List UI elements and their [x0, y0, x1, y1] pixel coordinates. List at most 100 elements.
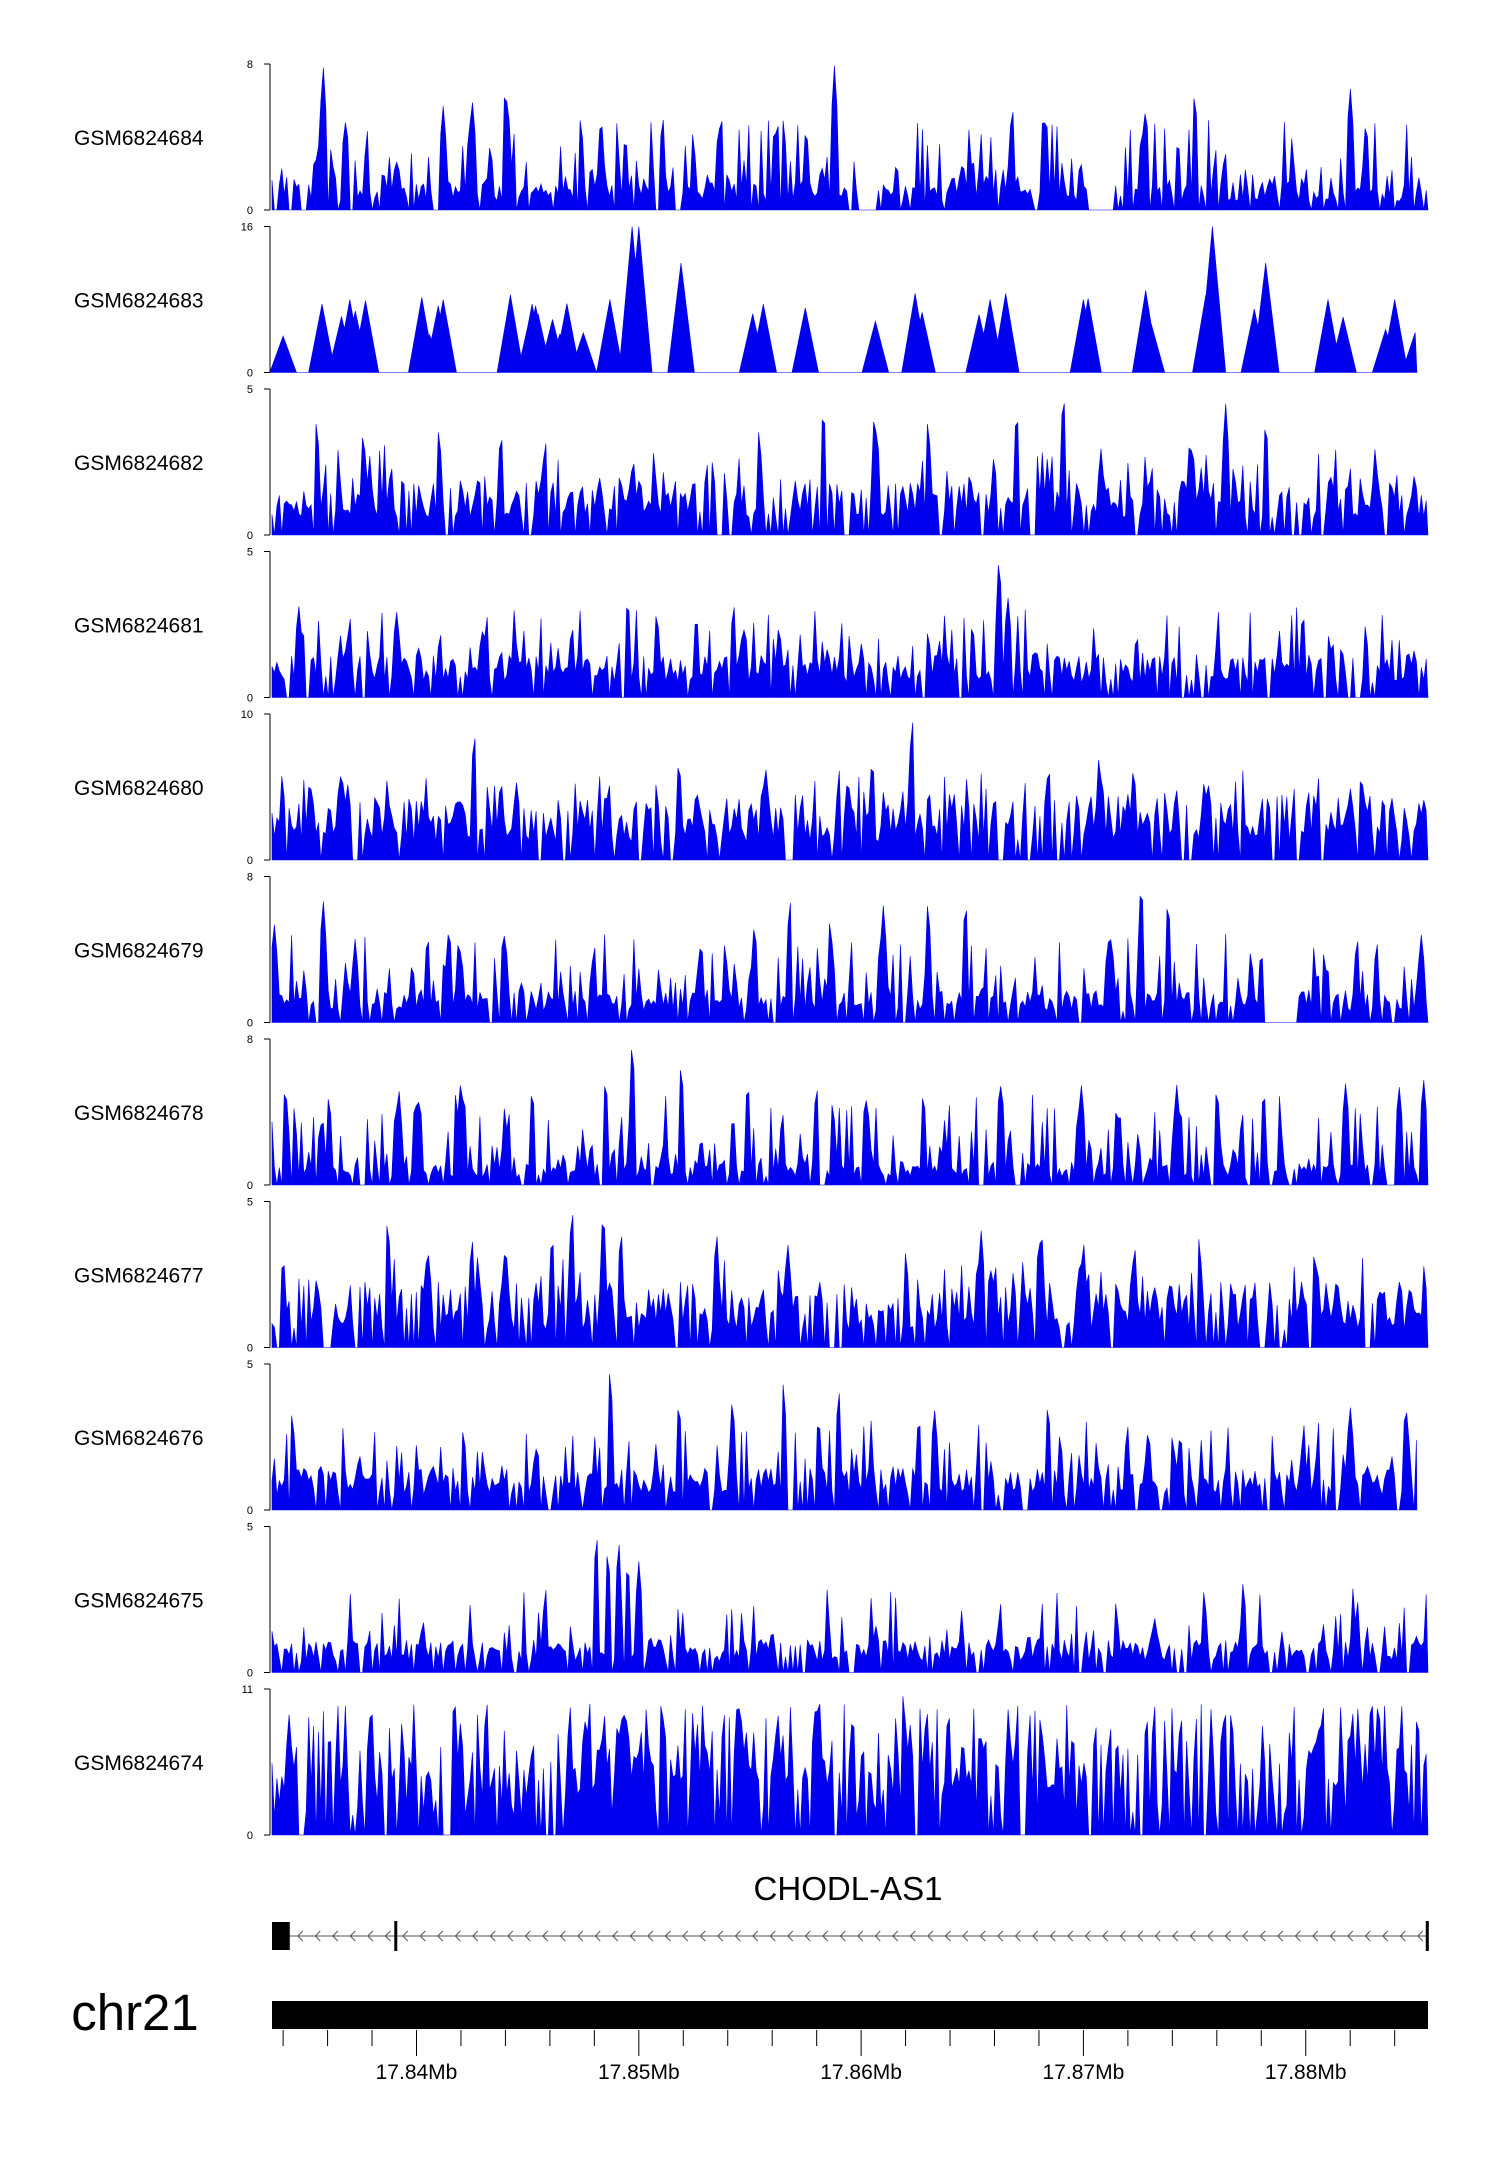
- gene-exon: [394, 1921, 398, 1951]
- strand-chevron: [699, 1930, 706, 1942]
- strand-chevron: [874, 1930, 881, 1942]
- gene-exon: [272, 1922, 290, 1950]
- strand-chevron: [1277, 1930, 1284, 1942]
- coverage-track: GSM6824681 5 0: [74, 547, 1429, 705]
- y-max-label: 5: [247, 1359, 253, 1371]
- strand-chevron: [402, 1930, 409, 1942]
- strand-chevron: [367, 1930, 374, 1942]
- y-max-label: 5: [247, 547, 253, 559]
- coverage-track: GSM6824677 5 0: [74, 1197, 1429, 1355]
- y-min-label: 0: [247, 1343, 253, 1355]
- strand-chevron: [332, 1930, 339, 1942]
- strand-chevron: [979, 1930, 986, 1942]
- strand-chevron: [647, 1930, 654, 1942]
- gene-exon: [1425, 1921, 1429, 1951]
- genomic-axis: 17.84Mb 17.85Mb 17.86Mb 17.87Mb 17.88Mb: [282, 2030, 1396, 2084]
- strand-chevron: [1417, 1930, 1424, 1942]
- axis-tick-label: 17.88Mb: [1265, 2061, 1347, 2084]
- strand-chevron: [1172, 1930, 1179, 1942]
- chromosome-track: chr21: [71, 1984, 1428, 2041]
- coverage-track: GSM6824674 11 0: [74, 1684, 1429, 1842]
- coverage-track: GSM6824683 16 0: [74, 222, 1418, 380]
- axis-tick-label: 17.86Mb: [820, 2061, 902, 2084]
- coverage-area: [271, 403, 1429, 536]
- strand-chevron: [892, 1930, 899, 1942]
- strand-chevron: [734, 1930, 741, 1942]
- strand-chevron: [1049, 1930, 1056, 1942]
- strand-chevron: [1242, 1930, 1249, 1942]
- coverage-track: GSM6824682 5 0: [74, 384, 1429, 542]
- track-label: GSM6824681: [74, 615, 204, 638]
- y-min-label: 0: [247, 368, 253, 380]
- strand-chevron: [437, 1930, 444, 1942]
- chromosome-label: chr21: [71, 1984, 199, 2041]
- chromosome-bar: [272, 2001, 1428, 2029]
- strand-chevron: [1207, 1930, 1214, 1942]
- y-max-label: 11: [242, 1684, 253, 1696]
- y-max-label: 16: [241, 222, 253, 234]
- coverage-area: [271, 895, 1429, 1023]
- strand-chevron: [1102, 1930, 1109, 1942]
- strand-chevron: [1137, 1930, 1144, 1942]
- strand-chevron: [297, 1930, 304, 1942]
- coverage-track: GSM6824679 8 0: [74, 872, 1429, 1030]
- strand-chevron: [1329, 1930, 1336, 1942]
- y-min-label: 0: [247, 855, 253, 867]
- strand-chevron: [1189, 1930, 1196, 1942]
- strand-chevron: [839, 1930, 846, 1942]
- y-min-label: 0: [247, 1668, 253, 1680]
- coverage-area: [271, 1215, 1429, 1348]
- y-min-label: 0: [247, 530, 253, 542]
- strand-chevron: [594, 1930, 601, 1942]
- y-max-label: 5: [247, 384, 253, 396]
- gene-name-label: CHODL-AS1: [754, 1870, 943, 1907]
- y-max-label: 8: [247, 872, 253, 884]
- strand-chevron: [1084, 1930, 1091, 1942]
- strand-chevron: [717, 1930, 724, 1942]
- coverage-area: [271, 1540, 1429, 1673]
- track-label: GSM6824680: [74, 777, 204, 800]
- strand-chevron: [559, 1930, 566, 1942]
- strand-chevron: [472, 1930, 479, 1942]
- track-label: GSM6824676: [74, 1427, 204, 1450]
- strand-chevron: [1224, 1930, 1231, 1942]
- coverage-track: GSM6824676 5 0: [74, 1359, 1418, 1517]
- strand-chevron: [822, 1930, 829, 1942]
- strand-chevron: [612, 1930, 619, 1942]
- coverage-track: GSM6824675 5 0: [74, 1522, 1429, 1680]
- axis-tick-label: 17.87Mb: [1043, 2061, 1125, 2084]
- track-label: GSM6824675: [74, 1590, 204, 1613]
- strand-chevron: [1364, 1930, 1371, 1942]
- strand-chevron: [682, 1930, 689, 1942]
- y-max-label: 5: [247, 1522, 253, 1534]
- coverage-track: GSM6824684 8 0: [74, 59, 1429, 217]
- y-min-label: 0: [247, 1505, 253, 1517]
- strand-chevron: [664, 1930, 671, 1942]
- y-min-label: 0: [247, 1830, 253, 1842]
- strand-chevron: [1067, 1930, 1074, 1942]
- y-max-label: 8: [247, 59, 253, 71]
- strand-chevron: [1154, 1930, 1161, 1942]
- strand-chevron: [787, 1930, 794, 1942]
- y-max-label: 10: [241, 709, 253, 721]
- strand-chevron: [542, 1930, 549, 1942]
- strand-chevron: [1014, 1930, 1021, 1942]
- coverage-track: GSM6824680 10 0: [74, 709, 1429, 867]
- axis-tick-label: 17.85Mb: [598, 2061, 680, 2084]
- y-min-label: 0: [247, 1180, 253, 1192]
- strand-chevron: [804, 1930, 811, 1942]
- strand-chevron: [1399, 1930, 1406, 1942]
- strand-chevron: [857, 1930, 864, 1942]
- strand-chevron: [629, 1930, 636, 1942]
- strand-chevron: [909, 1930, 916, 1942]
- track-label: GSM6824679: [74, 940, 204, 963]
- strand-chevron: [1382, 1930, 1389, 1942]
- track-label: GSM6824678: [74, 1102, 204, 1125]
- strand-chevron: [1347, 1930, 1354, 1942]
- strand-chevron: [489, 1930, 496, 1942]
- gene-annotation-track: CHODL-AS1: [272, 1870, 1429, 1951]
- coverage-area: [271, 1049, 1429, 1187]
- coverage-area: [271, 1374, 1418, 1511]
- track-label: GSM6824684: [74, 127, 204, 150]
